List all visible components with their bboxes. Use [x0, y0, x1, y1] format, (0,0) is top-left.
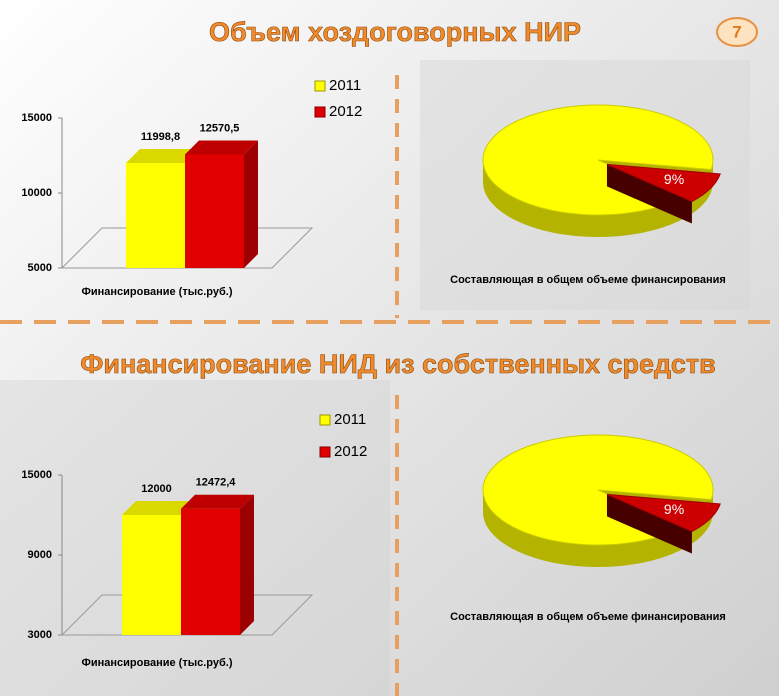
bar-side: [244, 140, 258, 268]
bar: [185, 154, 244, 268]
y-tick-label: 15000: [21, 469, 52, 481]
bar: [122, 515, 181, 635]
x-axis-label: Финансирование (тыс.руб.): [81, 657, 232, 669]
y-tick-label: 10000: [21, 187, 52, 199]
y-tick-label: 3000: [28, 629, 52, 641]
x-axis-label: Финансирование (тыс.руб.): [81, 286, 232, 298]
y-tick-label: 15000: [21, 112, 52, 124]
legend-label: 2011: [334, 411, 366, 428]
legend-label: 2012: [334, 443, 367, 460]
bar: [126, 163, 185, 268]
data-label: 12000: [141, 483, 172, 495]
legend-marker: [315, 107, 325, 117]
pie-caption: Составляющая в общем объеме финансирован…: [450, 274, 726, 286]
page-number: 7: [732, 22, 741, 41]
data-label: 9%: [664, 501, 684, 517]
bar: [181, 509, 240, 635]
section-title: Финансирование НИД из собственных средст…: [80, 349, 715, 379]
y-tick-label: 5000: [28, 262, 52, 274]
data-label: 12472,4: [196, 477, 237, 489]
legend-marker: [320, 447, 330, 457]
legend-marker: [320, 415, 330, 425]
data-label: 12570,5: [200, 122, 240, 134]
legend-label: 2012: [329, 103, 362, 120]
data-label: 11998,8: [141, 131, 180, 143]
section-title: Объем хоздоговорных НИР: [209, 17, 581, 47]
slide: 7 Объем хоздоговорных НИР Финансирование…: [0, 0, 779, 696]
bar-side: [240, 495, 254, 635]
legend-label: 2011: [329, 77, 361, 94]
y-tick-label: 9000: [28, 549, 52, 561]
pie-caption: Составляющая в общем объеме финансирован…: [450, 611, 726, 623]
legend-marker: [315, 81, 325, 91]
data-label: 9%: [664, 171, 684, 187]
